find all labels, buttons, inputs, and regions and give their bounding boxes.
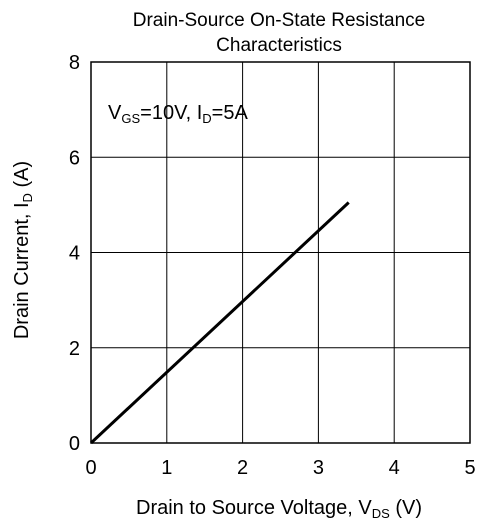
chart-title-line-2: Characteristics bbox=[216, 35, 342, 56]
y-axis-label-main: Drain Current, I bbox=[11, 202, 33, 339]
annotation-i: I bbox=[197, 102, 203, 124]
x-tick-label: 1 bbox=[161, 457, 172, 479]
series-line-0 bbox=[89, 201, 350, 445]
annotation-v: V bbox=[108, 102, 122, 124]
x-tick-label: 4 bbox=[389, 457, 400, 479]
x-axis-label-sub: DS bbox=[372, 506, 390, 521]
x-tick-label: 2 bbox=[237, 457, 248, 479]
x-tick-labels: 0 1 2 3 4 5 bbox=[85, 457, 475, 479]
condition-annotation: VGS=10V, ID=5A bbox=[108, 102, 248, 126]
series-layer bbox=[89, 201, 350, 445]
y-tick-label: 4 bbox=[69, 243, 80, 265]
x-tick-label: 3 bbox=[313, 457, 324, 479]
grid bbox=[91, 62, 470, 443]
y-tick-labels: 0 2 4 6 8 bbox=[69, 52, 80, 455]
annotation-v-sub: GS bbox=[121, 111, 140, 126]
chart-title-line-1: Drain-Source On-State Resistance bbox=[133, 10, 426, 31]
x-tick-label: 5 bbox=[464, 457, 475, 479]
x-axis-label: Drain to Source Voltage, VDS (V) bbox=[136, 497, 422, 521]
x-axis-label-main: Drain to Source Voltage, V bbox=[136, 497, 372, 519]
y-tick-label: 6 bbox=[69, 147, 80, 169]
y-axis-label-unit: (A) bbox=[11, 161, 33, 193]
annotation-v-value: =10V, bbox=[140, 102, 197, 124]
plot-frame bbox=[90, 61, 471, 444]
x-axis-label-unit: (V) bbox=[390, 497, 422, 519]
y-tick-label: 0 bbox=[69, 433, 80, 455]
y-axis-label: Drain Current, ID (A) bbox=[11, 161, 35, 339]
x-tick-label: 0 bbox=[85, 457, 96, 479]
annotation-i-sub: D bbox=[202, 111, 211, 126]
y-tick-label: 8 bbox=[69, 52, 80, 74]
y-axis-label-sub: D bbox=[20, 193, 35, 202]
annotation-i-value: =5A bbox=[212, 102, 249, 124]
y-tick-label: 2 bbox=[69, 338, 80, 360]
